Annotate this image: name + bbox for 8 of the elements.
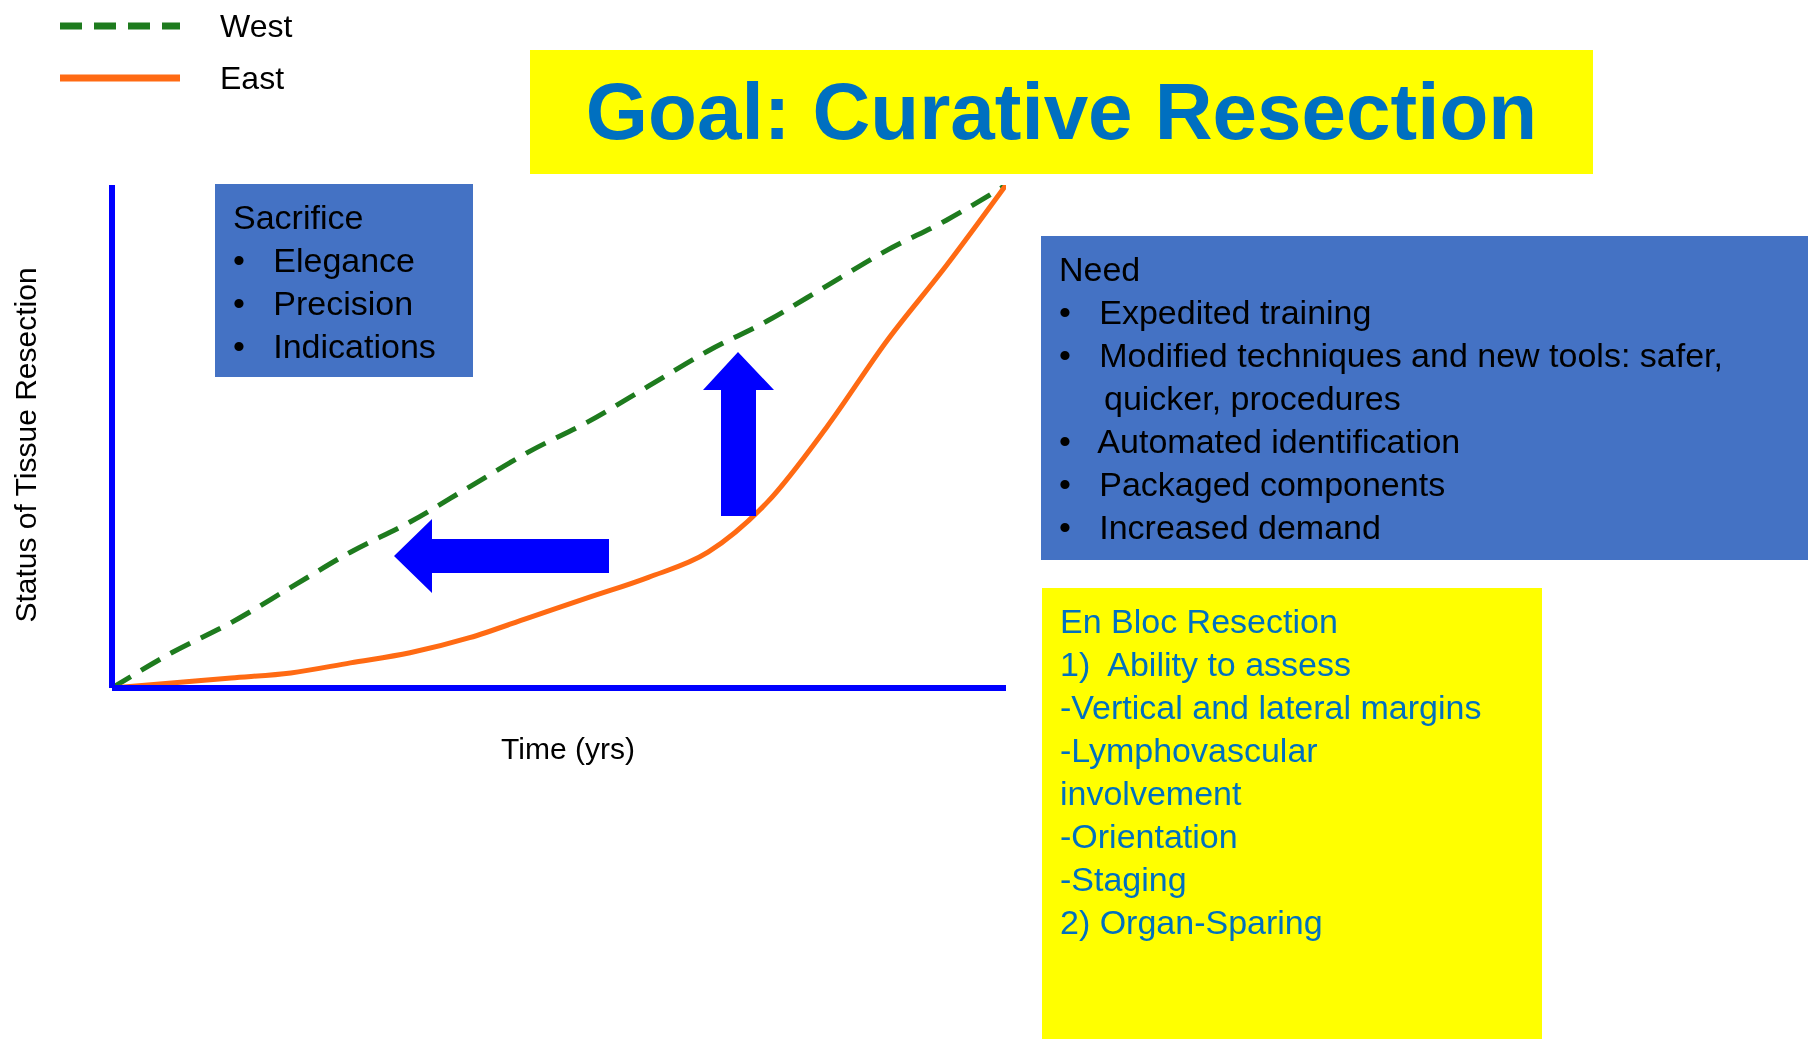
legend-label: West: [220, 7, 293, 45]
legend-label: East: [220, 59, 285, 97]
text: Need • Expedited training • Modified techniques and new tools: safer, quicker, procedures • Automated identification • Packaged components • Increased demand: [1059, 249, 1724, 548]
text: En Bloc Resection 1) Ability to assess -Vertical and lateral margins -Lymphovascular involvement -Orientation -Staging 2) Organ-Sparing: [1060, 601, 1483, 943]
chart-title: Goal: Curative Resection: [585, 66, 1538, 158]
y-axis-title: Status of Tissue Resection: [9, 267, 43, 623]
annotation: Sacrifice • Elegance • Precision • Indications: [233, 197, 437, 367]
x-axis-title: Time (yrs): [500, 732, 636, 766]
